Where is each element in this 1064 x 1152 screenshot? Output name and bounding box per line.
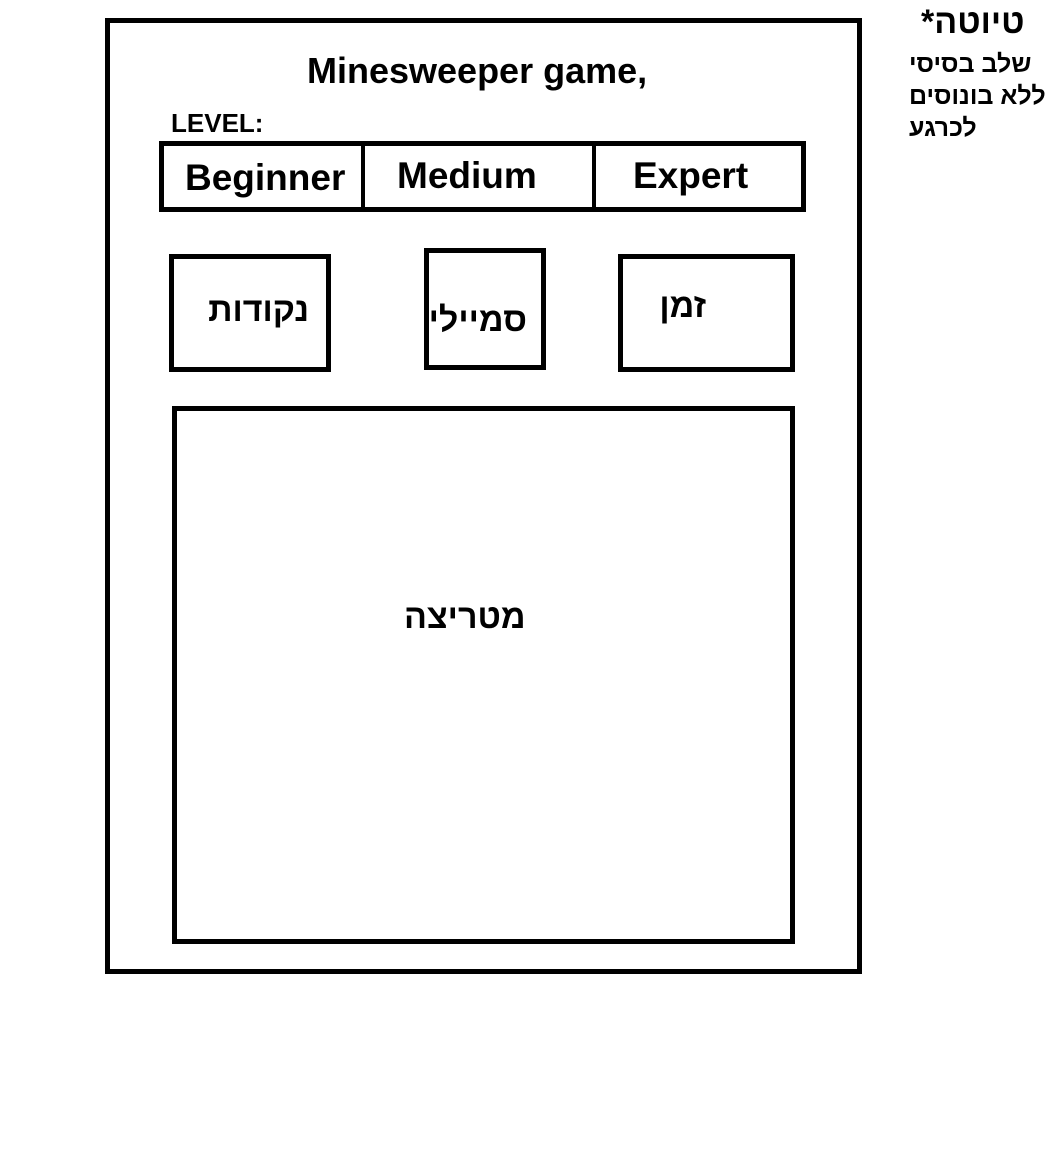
- level-divider: [592, 146, 596, 207]
- game-title: Minesweeper game,: [307, 50, 648, 91]
- timer-box: זמן: [618, 254, 795, 372]
- level-selector: Beginner Medium Expert: [159, 141, 806, 212]
- level-option-medium[interactable]: Medium: [397, 155, 537, 196]
- level-option-beginner[interactable]: Beginner: [185, 157, 346, 198]
- board-label: מטריצה: [404, 598, 526, 636]
- game-board[interactable]: מטריצה: [172, 406, 795, 944]
- level-option-expert[interactable]: Expert: [633, 155, 749, 196]
- smiley-button[interactable]: סמיילי: [424, 248, 546, 370]
- level-label: LEVEL:: [171, 108, 264, 138]
- draft-note-line: ללא בונוסים: [909, 82, 1046, 110]
- smiley-label: סמיילי: [428, 301, 527, 339]
- level-divider: [361, 146, 365, 207]
- draft-note-line: לכרגע: [909, 114, 977, 142]
- timer-label: זמן: [659, 287, 706, 325]
- points-label: נקודות: [208, 291, 309, 329]
- draft-note-line: שלב בסיסי: [909, 50, 1032, 78]
- draft-note-title: טיוטה*: [921, 3, 1025, 41]
- points-box: נקודות: [169, 254, 331, 372]
